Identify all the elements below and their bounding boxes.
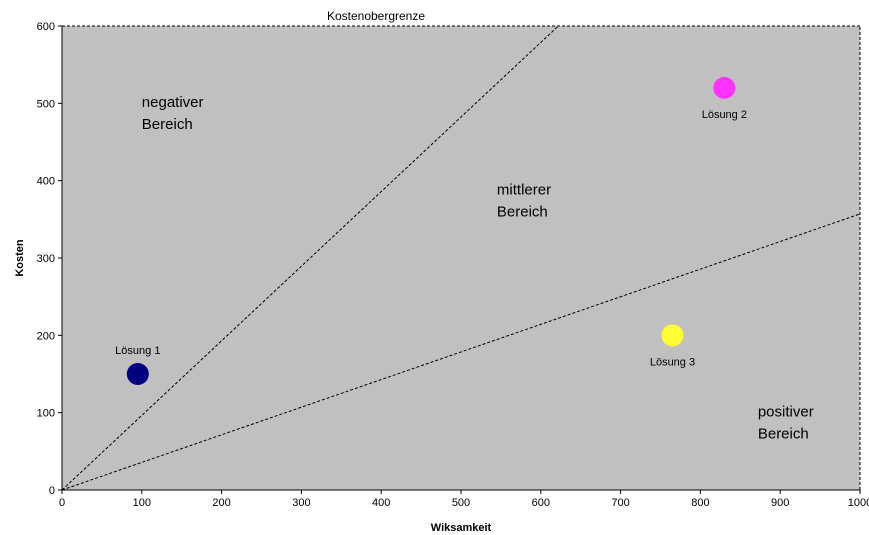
- y-tick-label: 200: [37, 330, 55, 342]
- data-point-label-1: Lösung 1: [115, 345, 160, 357]
- data-point-3: [661, 324, 684, 347]
- data-point-1: [126, 363, 149, 385]
- x-tick-label: 200: [212, 497, 230, 509]
- x-tick-label: 800: [691, 497, 709, 509]
- y-tick-label: 400: [37, 176, 55, 188]
- reference-lines: Kostenobergrenze: [61, 9, 861, 491]
- y-tick-label: 0: [49, 485, 55, 497]
- cost-cap-label: Kostenobergrenze: [327, 9, 425, 23]
- x-tick-label: 400: [372, 497, 390, 509]
- x-axis-title: Wiksamkeit: [431, 522, 492, 534]
- x-tick-label: 300: [292, 497, 310, 509]
- x-tick-label: 900: [771, 497, 789, 509]
- y-tick-label: 300: [37, 253, 55, 265]
- region-label-3: positiver Bereich: [758, 404, 814, 443]
- region-labels: negativer Bereich mittlerer Bereich positive…: [142, 94, 814, 442]
- y-tick-label: 500: [37, 98, 55, 110]
- data-points: Lösung 1 Lösung 2 Lösung 3: [115, 76, 747, 385]
- x-tick-label: 100: [133, 497, 151, 509]
- x-tick-label: 700: [611, 497, 629, 509]
- data-point-label-3: Lösung 3: [650, 356, 695, 368]
- reference-line-1: [61, 25, 559, 491]
- x-tick-label: 0: [59, 497, 65, 509]
- region-label-1: negativer Bereich: [142, 94, 204, 133]
- y-tick-label: 600: [37, 21, 55, 33]
- x-tick-label: 600: [532, 497, 550, 509]
- plot-area: [62, 26, 860, 490]
- y-tick-label: 100: [37, 408, 55, 420]
- x-tick-label: 500: [452, 497, 470, 509]
- reference-line-2: [61, 213, 861, 491]
- region-label-2: mittlerer Bereich: [497, 182, 551, 221]
- data-point-label-2: Lösung 2: [702, 109, 747, 121]
- data-point-2: [713, 76, 736, 99]
- y-axis-title: Kosten: [14, 239, 26, 277]
